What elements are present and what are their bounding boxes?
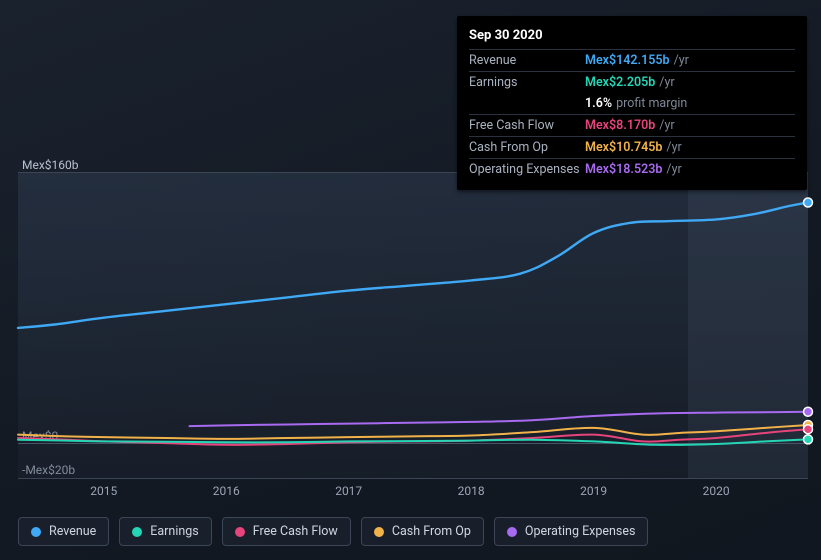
tooltip-row-value: Mex$18.523b/yr — [585, 162, 682, 177]
legend-item[interactable]: Free Cash Flow — [222, 517, 351, 546]
tooltip-row: Operating ExpensesMex$18.523b/yr — [469, 158, 795, 180]
tooltip-row-label: Operating Expenses — [469, 162, 585, 177]
tooltip-row-label: Revenue — [469, 53, 585, 68]
legend-dot-icon — [132, 527, 142, 537]
legend-dot-icon — [31, 527, 41, 537]
series-endpoint — [804, 425, 813, 434]
tooltip-row-suffix: /yr — [666, 140, 681, 155]
series-line — [189, 412, 808, 426]
hover-tooltip: Sep 30 2020 RevenueMex$142.155b/yrEarnin… — [457, 16, 807, 190]
x-axis-label: 2017 — [335, 484, 362, 498]
series-endpoint — [804, 407, 813, 416]
tooltip-date: Sep 30 2020 — [469, 24, 795, 49]
y-axis-label: Mex$160b — [22, 158, 79, 172]
x-axis-label: 2018 — [458, 484, 485, 498]
legend-item[interactable]: Earnings — [119, 517, 211, 546]
tooltip-row-suffix: profit margin — [616, 96, 687, 111]
tooltip-row-suffix: /yr — [659, 118, 674, 133]
series-line — [18, 203, 808, 328]
tooltip-row-value: Mex$10.745b/yr — [585, 140, 682, 155]
legend-dot-icon — [507, 527, 517, 537]
legend-label: Earnings — [150, 524, 198, 539]
legend-label: Revenue — [49, 524, 96, 539]
tooltip-rows: RevenueMex$142.155b/yrEarningsMex$2.205b… — [469, 49, 795, 180]
legend-label: Free Cash Flow — [253, 524, 338, 539]
tooltip-row: RevenueMex$142.155b/yr — [469, 49, 795, 71]
chart-panel: Sep 30 2020 RevenueMex$142.155b/yrEarnin… — [0, 0, 821, 560]
legend-label: Cash From Op — [392, 524, 471, 539]
legend: Revenue Earnings Free Cash Flow Cash From O… — [18, 517, 648, 546]
tooltip-row: EarningsMex$2.205b/yr — [469, 71, 795, 93]
tooltip-row: 1.6%profit margin — [469, 93, 795, 114]
series-line — [18, 425, 808, 439]
tooltip-row: Cash From OpMex$10.745b/yr — [469, 136, 795, 158]
tooltip-row-value: Mex$142.155b/yr — [585, 53, 689, 68]
series-endpoint — [804, 198, 813, 207]
legend-label: Operating Expenses — [525, 524, 636, 539]
legend-item[interactable]: Operating Expenses — [494, 517, 649, 546]
legend-dot-icon — [374, 527, 384, 537]
legend-item[interactable]: Cash From Op — [361, 517, 484, 546]
x-axis-label: 2020 — [703, 484, 730, 498]
tooltip-row-label: Cash From Op — [469, 140, 585, 155]
x-axis-label: 2015 — [90, 484, 117, 498]
tooltip-row-value: 1.6%profit margin — [585, 96, 687, 111]
legend-dot-icon — [235, 527, 245, 537]
chart-lines — [18, 172, 808, 477]
tooltip-row-label: Earnings — [469, 75, 585, 90]
legend-item[interactable]: Revenue — [18, 517, 109, 546]
x-axis-label: 2019 — [580, 484, 607, 498]
tooltip-row-suffix: /yr — [666, 162, 681, 177]
x-axis-label: 2016 — [213, 484, 240, 498]
tooltip-row: Free Cash FlowMex$8.170b/yr — [469, 114, 795, 136]
tooltip-row-label: Free Cash Flow — [469, 118, 585, 133]
tooltip-row-value: Mex$8.170b/yr — [585, 118, 675, 133]
series-endpoint — [804, 435, 813, 444]
tooltip-row-suffix: /yr — [674, 53, 689, 68]
tooltip-row-suffix: /yr — [659, 75, 674, 90]
tooltip-row-value: Mex$2.205b/yr — [585, 75, 675, 90]
